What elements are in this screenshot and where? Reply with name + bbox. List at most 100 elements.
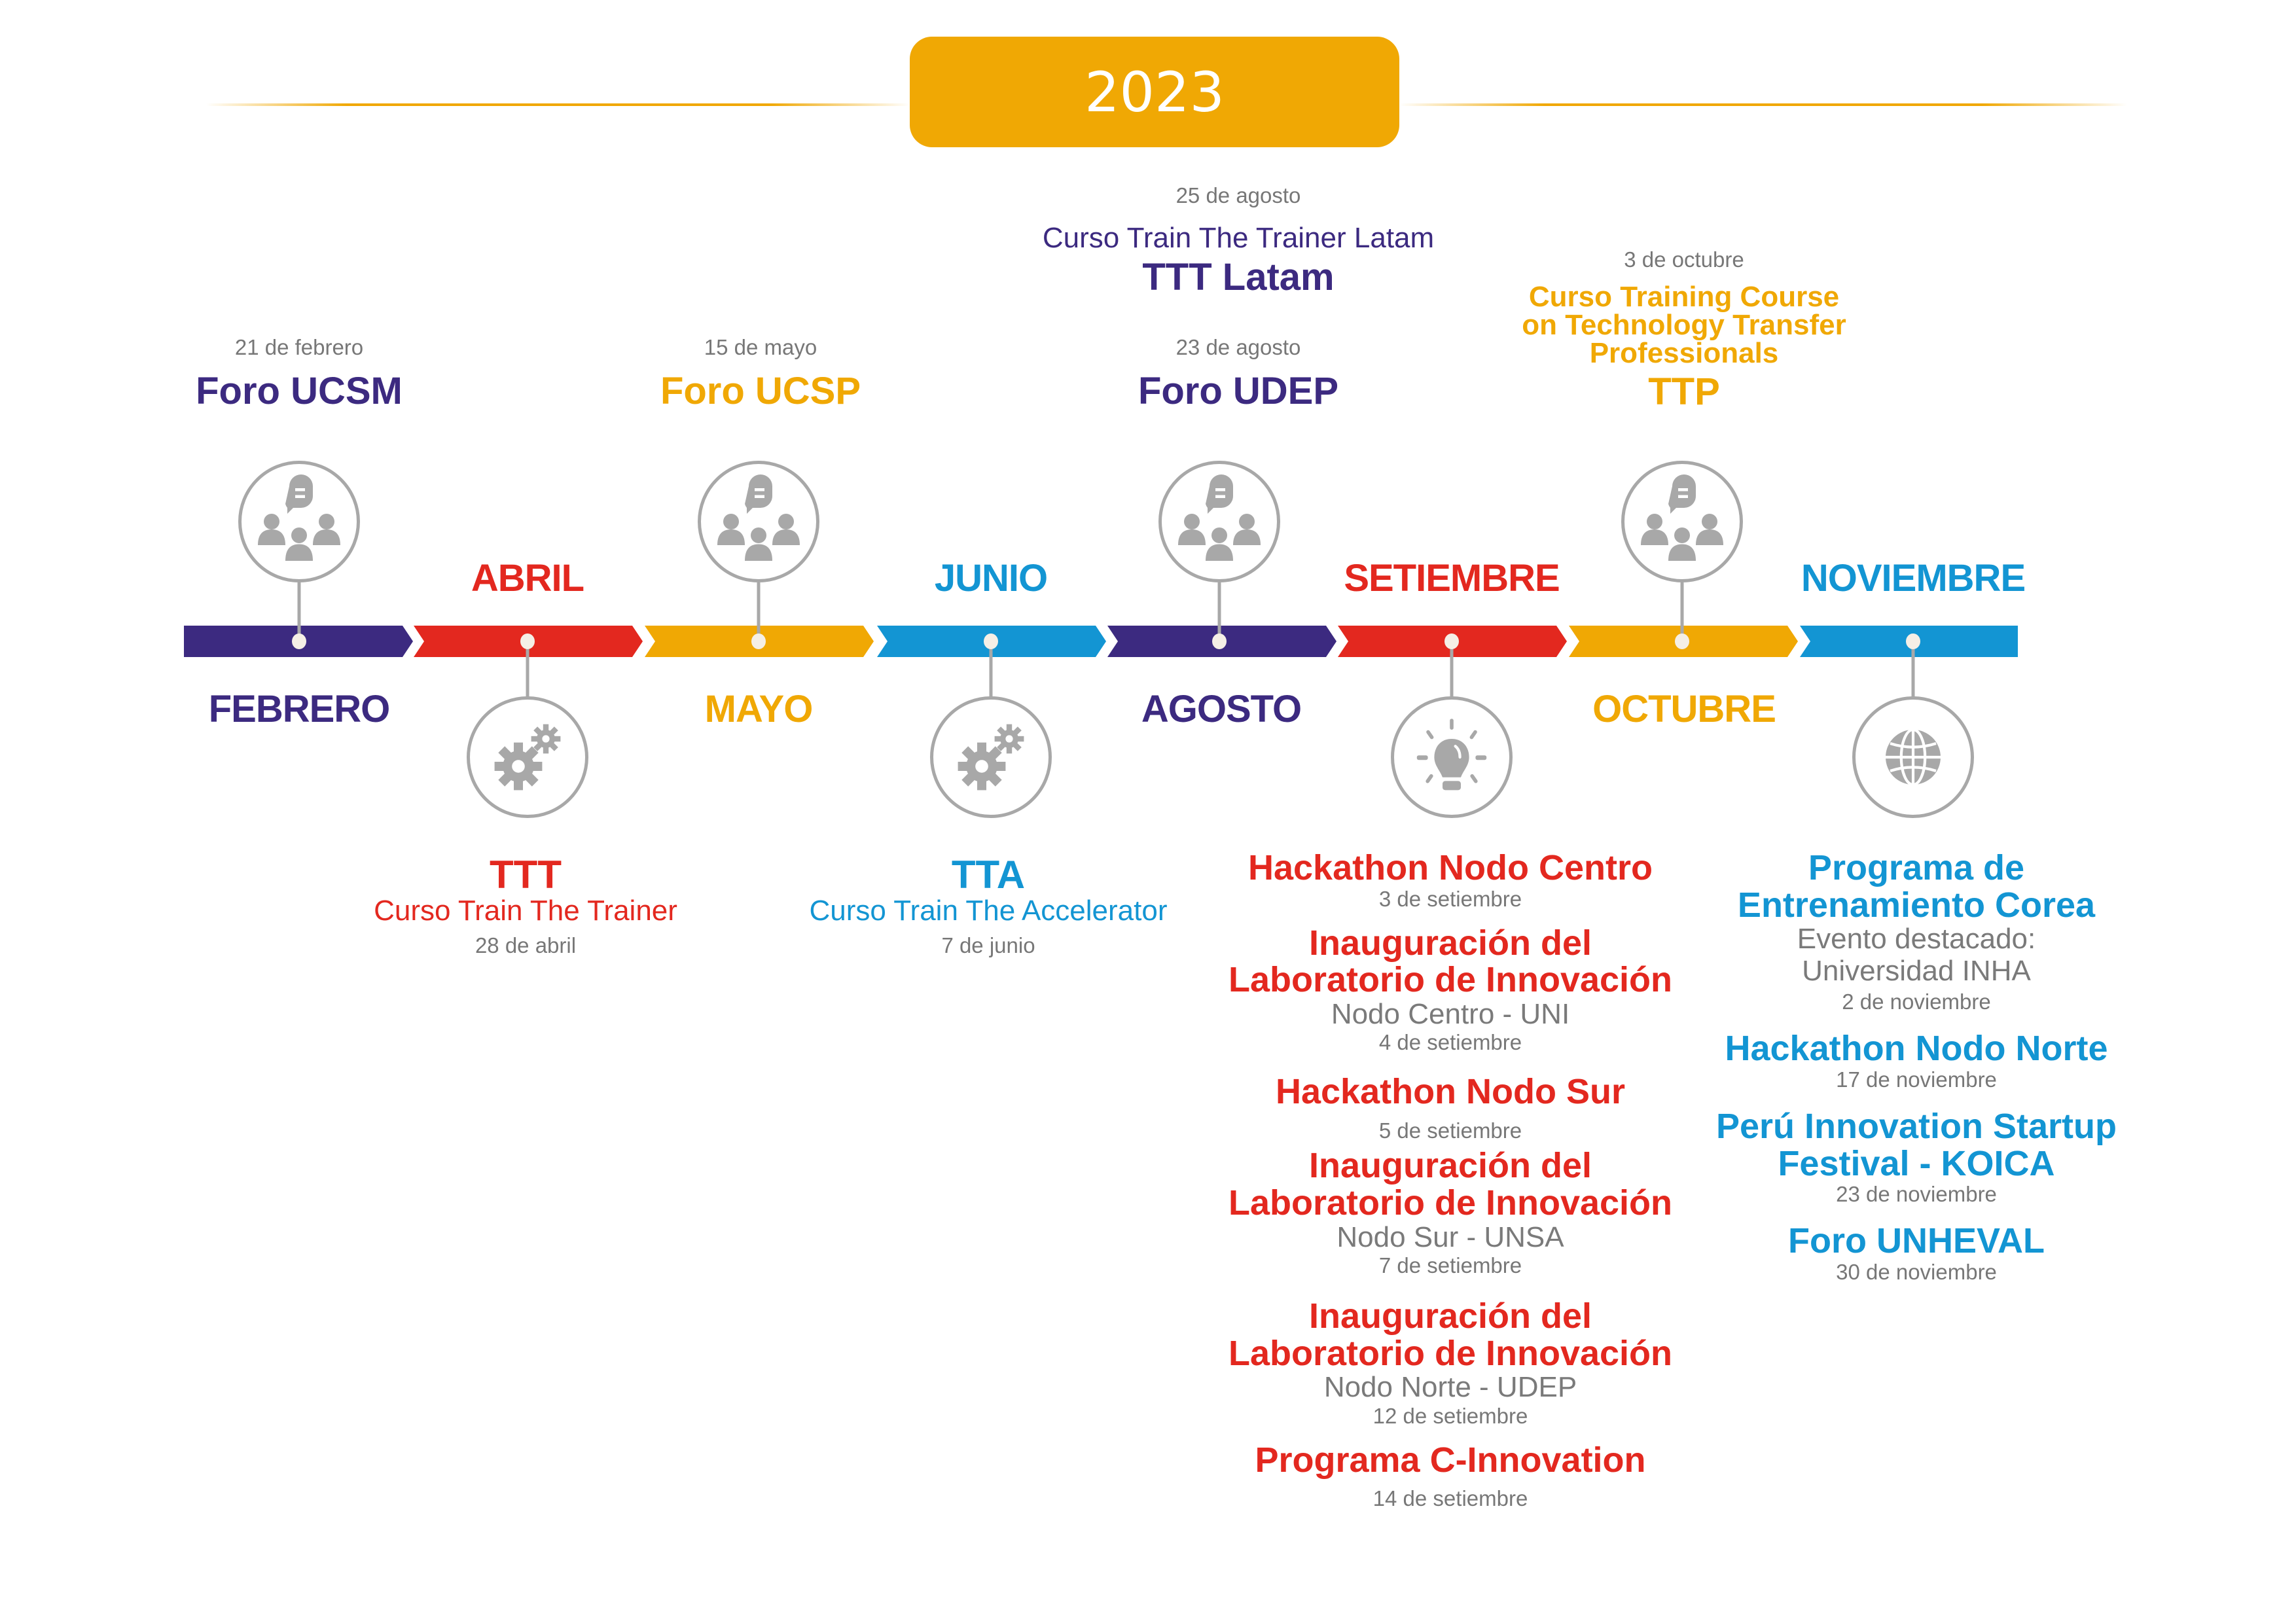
event-title: Laboratorio de Innovación: [1228, 960, 1673, 1000]
timeline-dot-setiembre: [1444, 633, 1459, 649]
event-foro-ucsm: 21 de febrero Foro UCSM: [196, 335, 403, 412]
event-subtitle: Curso Training Course on Technology Tran…: [1522, 281, 1846, 370]
people-discussion-icon: [238, 461, 360, 582]
stem-noviembre: [1911, 641, 1915, 700]
timeline-dot-octubre: [1675, 633, 1689, 649]
event-detail: Evento destacado:: [1797, 923, 2036, 955]
month-label-abril: ABRIL: [471, 557, 584, 599]
event-tta: TTA Curso Train The Accelerator 7 de jun…: [810, 854, 1168, 958]
event-date: 5 de setiembre: [1378, 1118, 1522, 1143]
event-date: 21 de febrero: [234, 335, 364, 359]
stem-agosto: [1217, 582, 1221, 641]
year-badge: 2023: [910, 37, 1399, 147]
gears-icon: [467, 696, 588, 818]
timeline-dot-agosto: [1212, 633, 1227, 649]
list-item: Inauguración del Laboratorio de Innovaci…: [1229, 1147, 1672, 1278]
event-date: 3 de octubre: [1624, 247, 1744, 272]
event-title: Foro UDEP: [1138, 370, 1339, 412]
event-foro-ucsp: 15 de mayo Foro UCSP: [660, 335, 861, 412]
month-label-febrero: FEBRERO: [208, 688, 391, 730]
event-date: 17 de noviembre: [1836, 1067, 1997, 1092]
event-title: Laboratorio de Innovación: [1228, 1333, 1673, 1373]
event-title: Hackathon Nodo Norte: [1725, 1029, 2108, 1069]
event-date: 3 de setiembre: [1378, 886, 1522, 911]
event-title: Perú Innovation Startup: [1715, 1106, 2117, 1146]
month-label-junio: JUNIO: [934, 557, 1048, 599]
stem-febrero: [297, 582, 301, 641]
month-label-noviembre: NOVIEMBRE: [1801, 557, 2026, 599]
list-item: Perú Innovation Startup Festival - KOICA…: [1716, 1108, 2117, 1207]
event-ttt-latam: 25 de agosto Curso Train The Trainer Lat…: [1043, 183, 1434, 298]
event-date: 15 de mayo: [704, 335, 817, 359]
event-title: TTA: [951, 853, 1026, 897]
event-title: Inauguración del: [1308, 923, 1592, 963]
event-title: Laboratorio de Innovación: [1228, 1183, 1673, 1222]
stem-setiembre: [1450, 641, 1454, 700]
stem-octubre: [1680, 582, 1684, 641]
event-title: TTP: [1648, 370, 1720, 414]
title-rule-right: [1399, 103, 2127, 106]
noviembre-event-list: Programa de Entrenamiento Corea Evento d…: [1716, 849, 2117, 1285]
month-label-setiembre: SETIEMBRE: [1344, 557, 1560, 599]
list-item: Hackathon Nodo Centro 3 de setiembre: [1229, 849, 1672, 912]
event-subtitle: Curso Train The Trainer Latam: [1042, 222, 1435, 254]
event-detail: Universidad INHA: [1802, 954, 2031, 987]
event-date: 2 de noviembre: [1842, 990, 1991, 1014]
event-date: 23 de agosto: [1175, 335, 1301, 359]
list-item: Inauguración del Laboratorio de Innovaci…: [1228, 923, 1673, 1056]
event-date: 28 de abril: [475, 933, 577, 958]
event-ttt: TTT Curso Train The Trainer 28 de abril: [374, 854, 677, 958]
event-date: 25 de agosto: [1175, 183, 1301, 207]
event-detail: Nodo Norte - UDEP: [1323, 1371, 1577, 1404]
timeline-dot-febrero: [292, 633, 306, 649]
event-date: 12 de setiembre: [1372, 1403, 1528, 1428]
timeline-dot-noviembre: [1906, 633, 1920, 649]
event-title: Entrenamiento Corea: [1737, 885, 2096, 925]
list-item: Hackathon Nodo Norte 17 de noviembre: [1716, 1030, 2117, 1092]
event-title: Foro UNHEVAL: [1788, 1221, 2045, 1261]
month-label-agosto: AGOSTO: [1141, 688, 1302, 730]
event-date: 23 de noviembre: [1836, 1182, 1997, 1207]
event-title: Hackathon Nodo Centro: [1247, 848, 1653, 887]
event-title: Inauguración del: [1308, 1296, 1592, 1336]
people-discussion-icon: [1158, 461, 1280, 582]
month-label-mayo: MAYO: [704, 688, 814, 730]
event-title: Inauguración del: [1308, 1146, 1592, 1186]
event-subtitle: Curso Train The Accelerator: [809, 895, 1168, 927]
event-date: 7 de setiembre: [1378, 1253, 1522, 1277]
event-title: Programa de: [1808, 848, 2025, 887]
list-item: Programa C-Innovation 14 de setiembre: [1229, 1440, 1672, 1512]
people-discussion-icon: [698, 461, 819, 582]
event-detail: Nodo Centro - UNI: [1331, 998, 1570, 1031]
event-date: 7 de junio: [941, 933, 1035, 958]
event-title: Programa C-Innovation: [1255, 1440, 1646, 1480]
event-subtitle: Curso Train The Trainer: [374, 895, 677, 927]
event-date: 30 de noviembre: [1836, 1259, 1997, 1284]
list-item: Programa de Entrenamiento Corea Evento d…: [1716, 849, 2117, 1014]
timeline-dot-junio: [984, 633, 998, 649]
list-item: Inauguración del Laboratorio de Innovaci…: [1229, 1298, 1672, 1429]
event-ttp: 3 de octubre Curso Training Course on Te…: [1522, 247, 1846, 412]
event-title: Festival - KOICA: [1778, 1143, 2055, 1183]
gears-icon: [930, 696, 1052, 818]
people-discussion-icon: [1621, 461, 1743, 582]
lightbulb-icon: [1391, 696, 1513, 818]
event-detail: Nodo Sur - UNSA: [1336, 1221, 1564, 1253]
event-date: 4 de setiembre: [1378, 1030, 1522, 1055]
list-item: Foro UNHEVAL 30 de noviembre: [1716, 1222, 2117, 1285]
event-title: TTT: [490, 853, 562, 897]
event-title: Foro UCSP: [660, 370, 861, 412]
setiembre-event-list: Hackathon Nodo Centro 3 de setiembre Ina…: [1229, 849, 1672, 1511]
month-label-octubre: OCTUBRE: [1592, 688, 1776, 730]
timeline-dot-abril: [520, 633, 535, 649]
event-title: Foro UCSM: [196, 370, 403, 412]
title-rule-left: [206, 103, 910, 106]
event-subtitle-line: on Technology Transfer: [1522, 309, 1846, 342]
event-subtitle-line: Professionals: [1589, 337, 1779, 370]
stem-mayo: [757, 582, 761, 641]
list-item: Hackathon Nodo Sur 5 de setiembre: [1229, 1073, 1672, 1143]
event-subtitle-line: Curso Training Course: [1528, 281, 1840, 313]
stem-abril: [526, 641, 529, 700]
stem-junio: [989, 641, 993, 700]
event-title: TTT Latam: [1142, 256, 1335, 299]
